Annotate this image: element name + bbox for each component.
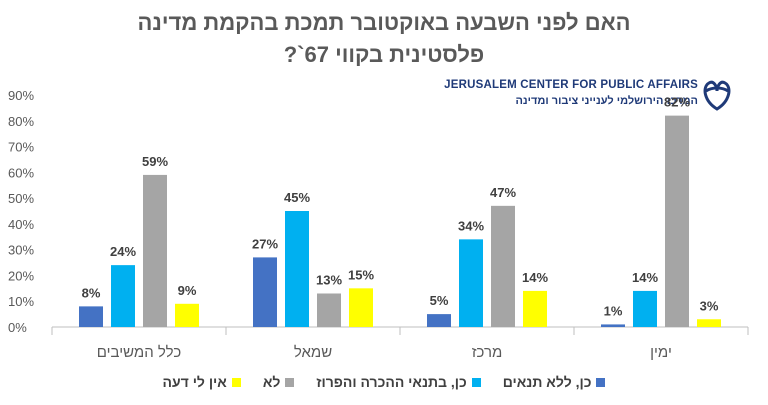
bar <box>459 239 483 327</box>
bar <box>601 324 625 327</box>
data-label: 15% <box>348 267 374 282</box>
bar <box>111 265 135 327</box>
chart-legend: כן, ללא תנאים כן, בתנאי ההכרה והפרוז לא … <box>0 374 768 390</box>
legend-swatch <box>231 377 241 387</box>
legend-item-conditional: כן, בתנאי ההכרה והפרוז <box>316 374 481 390</box>
legend-label: לא <box>262 374 281 390</box>
y-tick-label: 70% <box>8 140 34 155</box>
legend-item-no-opinion: אין לי דעה <box>163 374 241 390</box>
bar <box>175 303 199 327</box>
logo-text-hebrew: המרכז הירושלמי לענייני ציבור ומדינה <box>515 95 698 107</box>
chart-title-line-1: האם לפני השבעה באוקטובר תמכת בהקמת מדינה <box>137 10 631 35</box>
data-label: 3% <box>700 298 719 313</box>
bar <box>633 290 657 327</box>
data-label: 14% <box>522 270 548 285</box>
logo-text-english: JERUSALEM CENTER FOR PUBLIC AFFAIRS <box>444 79 698 91</box>
y-tick-label: 40% <box>8 217 34 232</box>
data-label: 8% <box>82 285 101 300</box>
bar <box>523 290 547 327</box>
data-label: 1% <box>604 303 623 318</box>
jcpa-logo: JERUSALEM CENTER FOR PUBLIC AFFAIRS המרכ… <box>444 77 738 117</box>
legend-swatch <box>596 377 606 387</box>
data-label: 13% <box>316 272 342 287</box>
category-label: כלל המשיבים <box>97 344 182 361</box>
data-label: 45% <box>284 190 310 205</box>
data-label: 24% <box>110 244 136 259</box>
y-tick-label: 30% <box>8 243 34 258</box>
y-tick-label: 60% <box>8 165 34 180</box>
data-label: 5% <box>430 293 449 308</box>
y-tick-label: 50% <box>8 191 34 206</box>
bar <box>427 314 451 327</box>
legend-label: כן, בתנאי ההכרה והפרוז <box>316 374 467 390</box>
legend-swatch <box>285 377 295 387</box>
y-tick-label: 10% <box>8 294 34 309</box>
category-label: מרכז <box>472 344 503 361</box>
data-label: 59% <box>142 154 168 169</box>
legend-label: כן, ללא תנאים <box>502 374 592 390</box>
data-label: 47% <box>490 185 516 200</box>
data-label: 82% <box>664 95 690 110</box>
bar <box>285 211 309 327</box>
y-tick-label: 0% <box>8 320 27 335</box>
category-label: שמאל <box>294 344 332 361</box>
data-label: 9% <box>178 283 197 298</box>
bar <box>79 306 103 327</box>
legend-label: אין לי דעה <box>162 374 227 390</box>
bar <box>253 257 277 327</box>
bar <box>317 293 341 327</box>
bar <box>143 174 167 327</box>
category-label: ימין <box>650 344 672 361</box>
bar <box>491 205 515 327</box>
bar <box>665 115 689 327</box>
data-label: 27% <box>252 236 278 251</box>
y-tick-label: 90% <box>8 88 34 103</box>
legend-item-unconditional: כן, ללא תנאים <box>503 374 606 390</box>
legend-item-no: לא <box>263 374 295 390</box>
y-tick-label: 20% <box>8 268 34 283</box>
chart-title-line-2: פלסטינית בקווי 67`? <box>283 42 485 67</box>
logo-knot-icon <box>703 80 731 111</box>
y-tick-label: 80% <box>8 114 34 129</box>
data-label: 34% <box>458 218 484 233</box>
bar <box>349 288 373 327</box>
bar <box>697 319 721 327</box>
legend-swatch <box>471 377 481 387</box>
data-label: 14% <box>632 270 658 285</box>
